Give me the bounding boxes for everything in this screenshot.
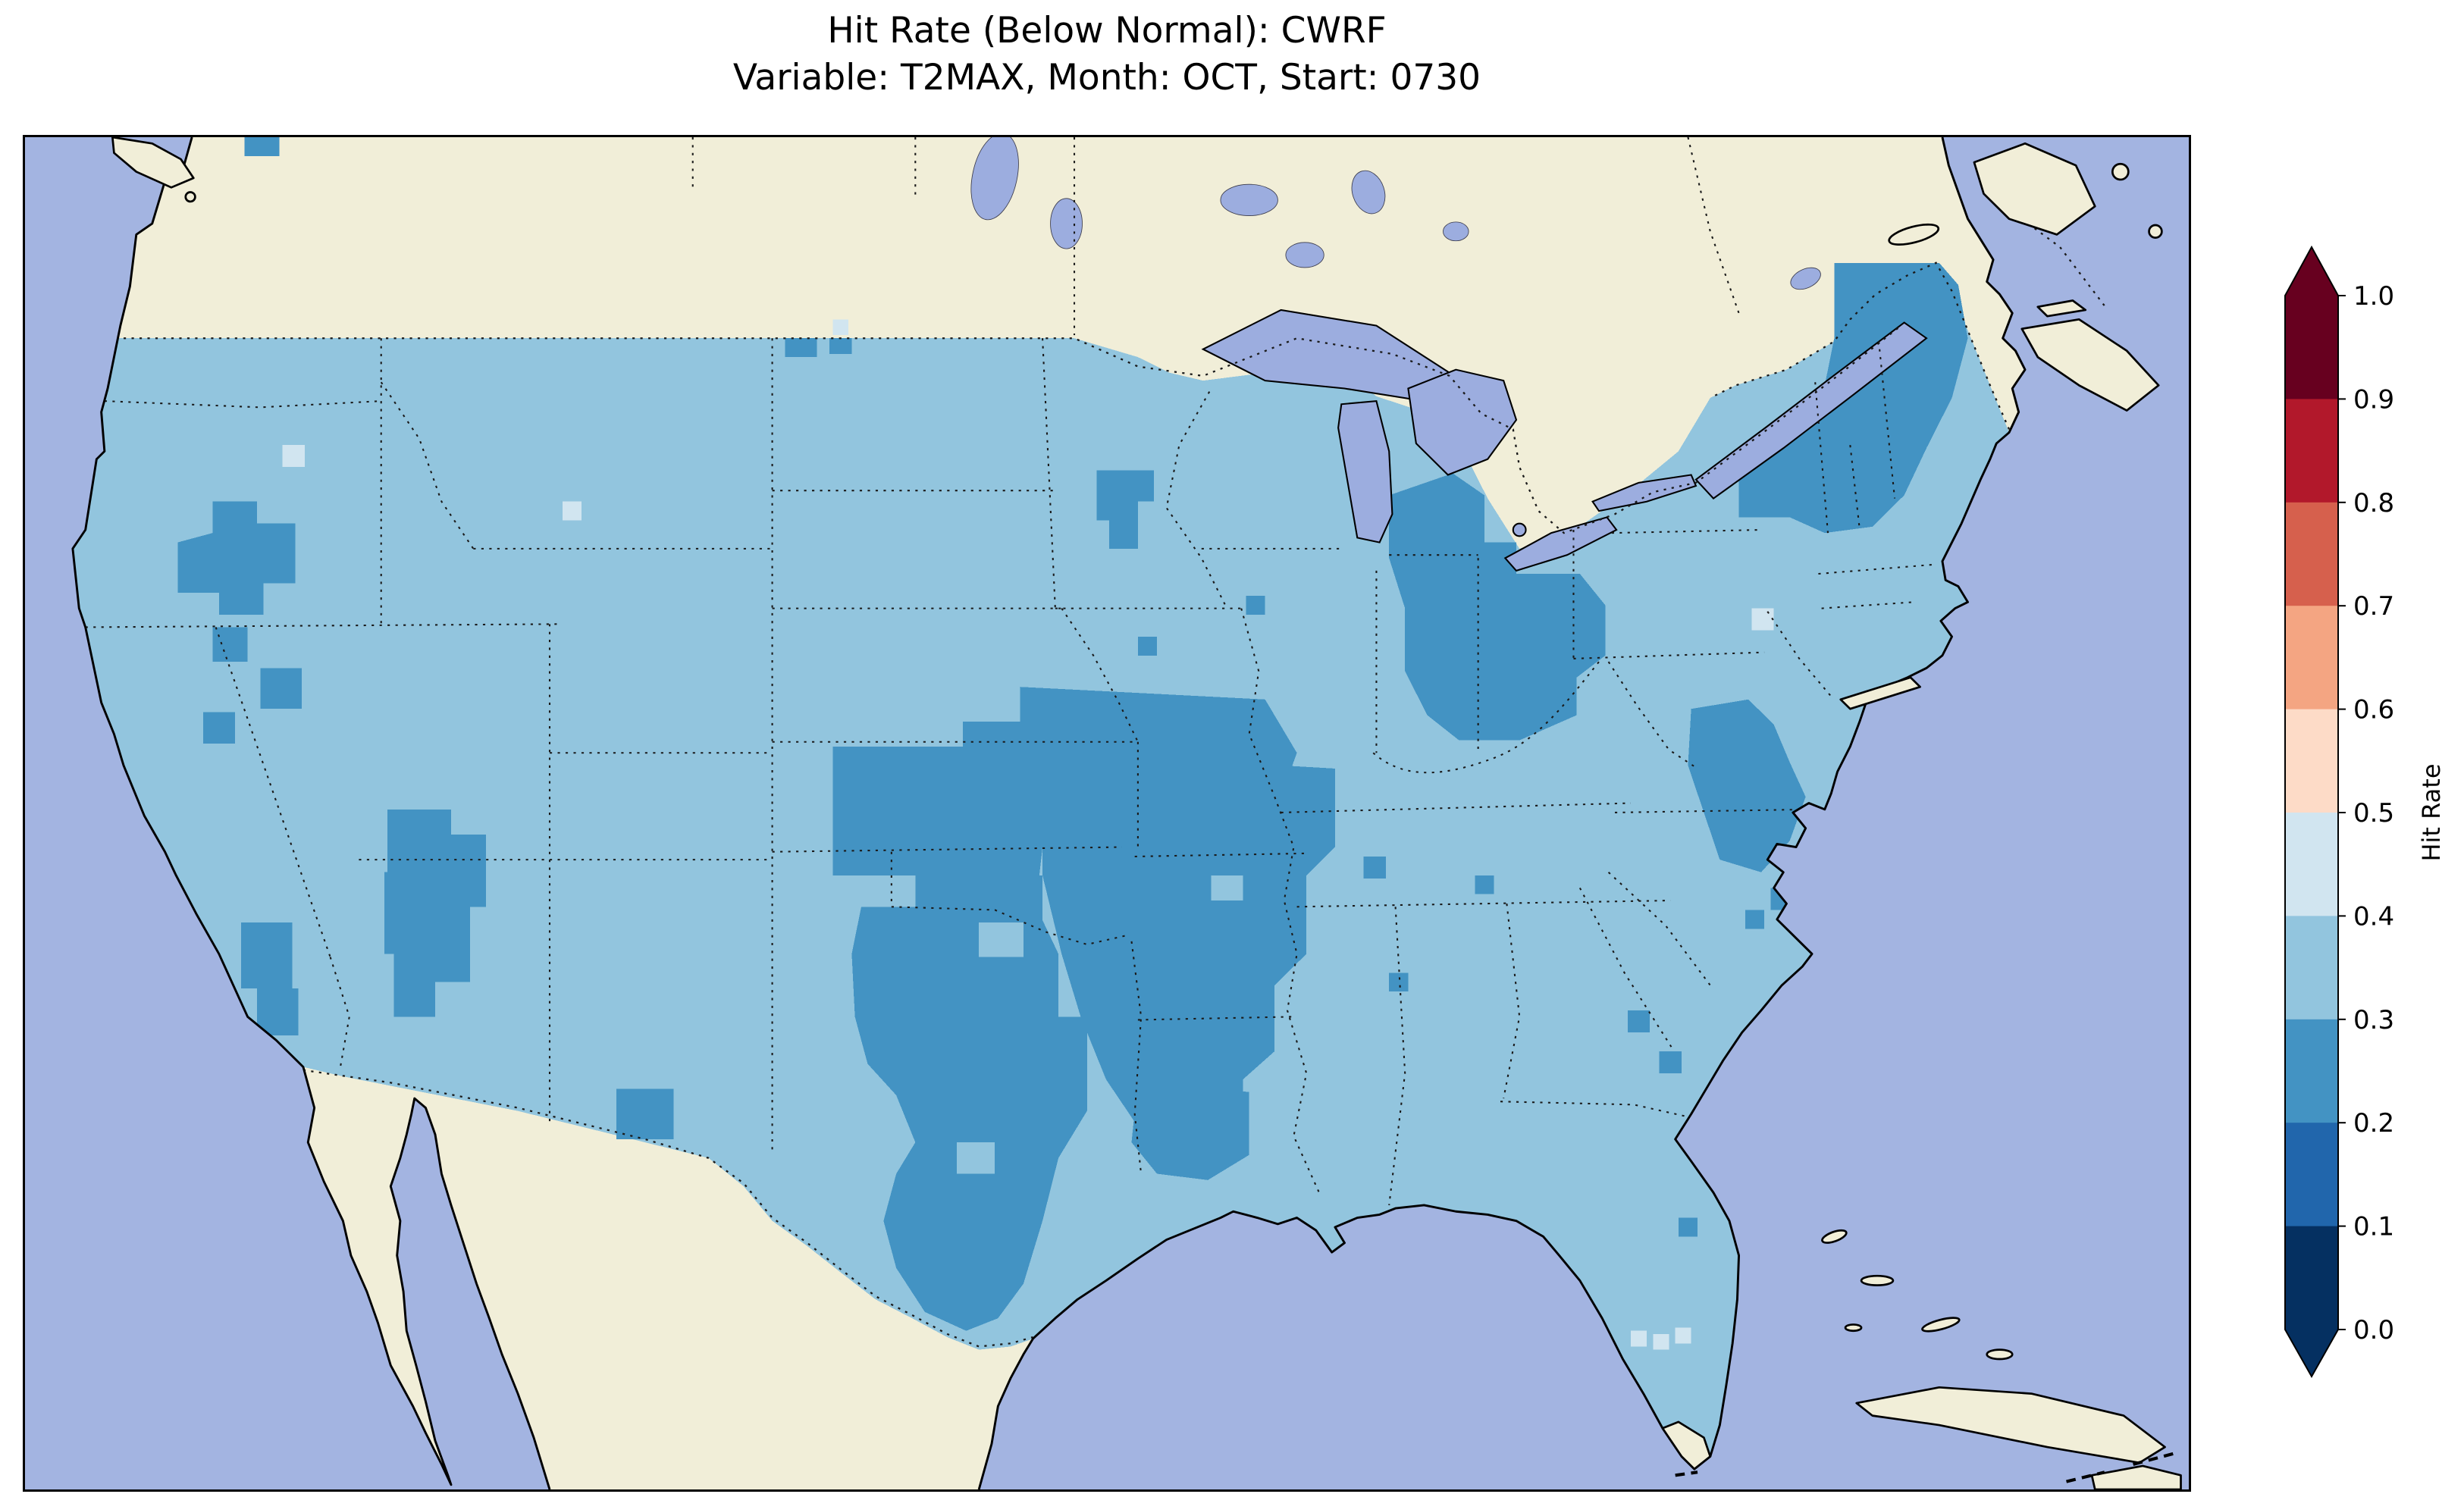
vancouver-island <box>111 137 195 189</box>
colorbar-segment <box>2285 709 2338 813</box>
colorbar-tick-label: 0.6 <box>2353 695 2394 725</box>
islands <box>111 137 2182 1489</box>
colorbar-tick-label: 1.0 <box>2353 281 2394 312</box>
colorbar-tick-label: 0.7 <box>2353 591 2394 622</box>
colorbar-segment <box>2285 606 2338 710</box>
colorbar-segment <box>2285 813 2338 916</box>
mid-hit-rate-cells <box>282 319 1774 1350</box>
florida-keys <box>1675 1471 1698 1477</box>
us-canada-border <box>115 324 1902 534</box>
map-panel <box>23 135 2191 1492</box>
colorbar-segment <box>2285 1226 2338 1330</box>
colorbar-segment <box>2285 296 2338 399</box>
long-island <box>1839 676 1921 710</box>
state-borders <box>85 137 2011 1348</box>
lake-st-clair <box>1512 522 1527 537</box>
lake-ontario <box>1591 474 1698 512</box>
colorbar-tick-label: 0.1 <box>2353 1212 2394 1242</box>
coastline <box>71 137 2027 1489</box>
colorbar-segment <box>2285 399 2338 503</box>
maritime-border <box>1995 199 2108 311</box>
chart-title-line1: Hit Rate (Below Normal): CWRF <box>827 10 1387 52</box>
base-value-holes <box>956 875 1243 1174</box>
colorbar-extend-high <box>2285 247 2338 296</box>
colorbar-axis-label: Hit Rate <box>2417 763 2446 861</box>
canada-lakes <box>970 137 1821 290</box>
great-lakes <box>1201 309 1928 572</box>
colorbar-segment <box>2285 1123 2338 1227</box>
lake-michigan <box>1337 399 1393 543</box>
colorbar-segment <box>2285 502 2338 606</box>
low-hit-rate-patches <box>177 137 1968 1331</box>
us-hit-rate-map <box>25 137 2189 1489</box>
colorbar-svg: 1.0 0.9 0.8 0.7 0.6 0.5 0.4 0.3 0.2 0.1 0.0 Hit Rat… <box>2284 245 2446 1379</box>
bahamas-island <box>1821 1229 1848 1244</box>
colorbar-tick-label: 0.8 <box>2353 488 2394 518</box>
colorbar-segment <box>2285 916 2338 1020</box>
newfoundland <box>1973 142 2096 236</box>
colorbar-tick-label: 0.9 <box>2353 384 2394 415</box>
hispaniola <box>2090 1464 2182 1489</box>
colorbar-extend-low <box>2285 1330 2338 1377</box>
colorbar-tick-label: 0.5 <box>2353 798 2394 828</box>
lake-huron <box>1407 368 1518 476</box>
colorbar-tick-label: 0.2 <box>2353 1108 2394 1139</box>
nova-scotia <box>2020 318 2160 412</box>
chart-title: Hit Rate (Below Normal): CWRF Variable: … <box>23 8 2191 102</box>
colorbar-segment <box>2285 1019 2338 1123</box>
anticosti-island <box>1888 223 1940 246</box>
chart-title-line2: Variable: T2MAX, Month: OCT, Start: 0730 <box>732 57 1481 99</box>
prince-edward-island <box>2036 299 2087 318</box>
colorbar-tick-label: 0.4 <box>2353 901 2394 932</box>
lake-erie <box>1503 516 1618 572</box>
cuba <box>1855 1386 2166 1464</box>
colorbar-tick-label: 0.0 <box>2353 1315 2394 1345</box>
florida-tip <box>1661 1420 1712 1471</box>
colorbar: 1.0 0.9 0.8 0.7 0.6 0.5 0.4 0.3 0.2 0.1 0.0 Hit Rat… <box>2279 244 2461 1381</box>
st-lawrence-river <box>1694 321 1928 500</box>
colorbar-tick-label: 0.3 <box>2353 1005 2394 1035</box>
